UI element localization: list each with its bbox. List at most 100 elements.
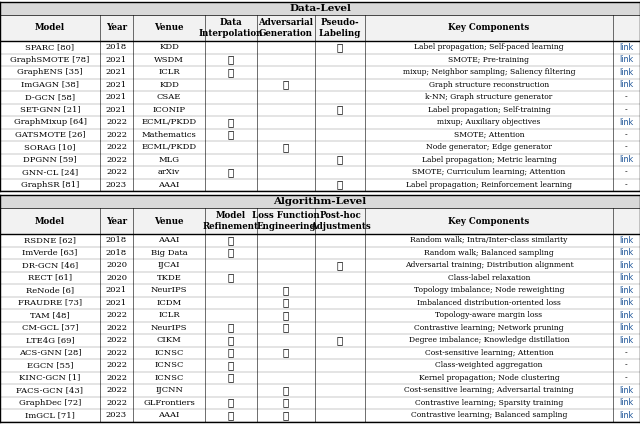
Text: Label propagation; Metric learning: Label propagation; Metric learning [422, 156, 556, 164]
Text: Label propagation; Self-training: Label propagation; Self-training [428, 106, 550, 114]
Bar [0, 271, 640, 284]
Text: CIKM: CIKM [157, 336, 181, 344]
Text: ✓: ✓ [228, 68, 234, 77]
Text: GraphSR [81]: GraphSR [81] [21, 181, 79, 189]
Text: ✓: ✓ [228, 273, 234, 282]
Text: ✓: ✓ [228, 130, 234, 139]
Text: Post-hoc
Adjustments: Post-hoc Adjustments [310, 211, 371, 231]
Text: ICNSC: ICNSC [154, 374, 184, 382]
Text: link: link [620, 398, 634, 407]
Text: NeurIPS: NeurIPS [151, 324, 188, 332]
Text: 2022: 2022 [106, 143, 127, 151]
Text: ECML/PKDD: ECML/PKDD [141, 118, 196, 126]
Text: ReNode [6]: ReNode [6] [26, 286, 74, 294]
Text: link: link [620, 155, 634, 164]
Text: Algorithm-Level: Algorithm-Level [273, 197, 367, 206]
Text: ImGCL [71]: ImGCL [71] [25, 411, 75, 419]
Text: Degree imbalance; Knowledge distillation: Degree imbalance; Knowledge distillation [409, 336, 570, 344]
Text: link: link [620, 298, 634, 307]
Text: link: link [620, 411, 634, 420]
Text: Node generator; Edge generator: Node generator; Edge generator [426, 143, 552, 151]
Text: ✓: ✓ [228, 55, 234, 64]
Text: -: - [625, 143, 628, 151]
Bar [0, 259, 640, 271]
Text: Label propagation; Reinforcement learning: Label propagation; Reinforcement learnin… [406, 181, 572, 189]
Text: DR-GCN [46]: DR-GCN [46] [22, 261, 78, 269]
Text: ICLR: ICLR [158, 68, 180, 76]
Bar [0, 347, 640, 359]
Text: GraphDec [72]: GraphDec [72] [19, 399, 81, 407]
Text: mixup; Neighbor sampling; Saliency filtering: mixup; Neighbor sampling; Saliency filte… [403, 68, 575, 76]
Text: NeurIPS: NeurIPS [151, 286, 188, 294]
Text: Venue: Venue [154, 217, 184, 226]
Text: Adversarial
Generation: Adversarial Generation [259, 18, 314, 38]
Text: ✓: ✓ [283, 80, 289, 89]
Bar [0, 384, 640, 396]
Text: link: link [620, 323, 634, 332]
Text: link: link [620, 80, 634, 89]
Text: Pseudo-
Labeling: Pseudo- Labeling [319, 18, 361, 38]
Bar [0, 409, 640, 421]
Text: Loss Function
Engineering: Loss Function Engineering [252, 211, 320, 231]
Text: ✓: ✓ [283, 386, 289, 395]
Text: Model: Model [35, 24, 65, 32]
Text: link: link [620, 336, 634, 345]
Text: 2022: 2022 [106, 324, 127, 332]
Text: AAAI: AAAI [158, 411, 180, 419]
Text: Class-label relaxation: Class-label relaxation [448, 274, 531, 282]
Text: -: - [625, 374, 628, 382]
Text: Cost-sensitive learning; Attention: Cost-sensitive learning; Attention [424, 349, 554, 357]
Text: link: link [620, 286, 634, 295]
Text: 2021: 2021 [106, 93, 127, 101]
Text: ✓: ✓ [228, 168, 234, 177]
Text: 2022: 2022 [106, 168, 127, 176]
Text: SMOTE; Pre-training: SMOTE; Pre-training [449, 56, 529, 64]
Text: GNN-CL [24]: GNN-CL [24] [22, 168, 78, 176]
Text: arXiv: arXiv [158, 168, 180, 176]
Text: ✓: ✓ [337, 43, 343, 52]
Text: FRAUDRE [73]: FRAUDRE [73] [18, 299, 82, 307]
Text: Big Data: Big Data [150, 249, 188, 257]
Text: link: link [620, 43, 634, 52]
Text: ImGAGN [38]: ImGAGN [38] [21, 81, 79, 89]
Text: Key Components: Key Components [449, 217, 530, 226]
Text: GLFrontiers: GLFrontiers [143, 399, 195, 407]
Bar [0, 15, 640, 41]
Text: 2023: 2023 [106, 181, 127, 189]
Bar [0, 178, 640, 191]
Text: Topology-aware margin loss: Topology-aware margin loss [435, 311, 543, 319]
Bar [0, 359, 640, 372]
Text: Contrastive learning; Sparsity training: Contrastive learning; Sparsity training [415, 399, 563, 407]
Text: CM-GCL [37]: CM-GCL [37] [22, 324, 78, 332]
Text: IJCAI: IJCAI [157, 261, 180, 269]
Text: ✓: ✓ [337, 155, 343, 164]
Text: GraphENS [35]: GraphENS [35] [17, 68, 83, 76]
Text: Key Components: Key Components [449, 24, 530, 32]
Text: Cost-sensitive learning; Adversarial training: Cost-sensitive learning; Adversarial tra… [404, 386, 573, 394]
Bar [0, 116, 640, 129]
Text: 2022: 2022 [106, 386, 127, 394]
Text: GATSMOTE [26]: GATSMOTE [26] [15, 131, 85, 139]
Bar [0, 104, 640, 116]
Text: link: link [620, 248, 634, 257]
Text: -: - [625, 106, 628, 114]
Text: 2020: 2020 [106, 261, 127, 269]
Text: Data-Level: Data-Level [289, 4, 351, 13]
Text: KDD: KDD [159, 43, 179, 51]
Text: 2020: 2020 [106, 274, 127, 282]
Text: RECT [61]: RECT [61] [28, 274, 72, 282]
Bar [0, 195, 640, 208]
Text: ✓: ✓ [228, 361, 234, 370]
Text: 2021: 2021 [106, 106, 127, 114]
Text: MLG: MLG [159, 156, 179, 164]
Text: Adversarial training; Distribution alignment: Adversarial training; Distribution align… [404, 261, 573, 269]
Text: ✓: ✓ [337, 336, 343, 345]
Text: link: link [620, 261, 634, 270]
Text: ICNSC: ICNSC [154, 361, 184, 369]
Text: TAM [48]: TAM [48] [30, 311, 70, 319]
Text: 2021: 2021 [106, 56, 127, 64]
Text: 2022: 2022 [106, 156, 127, 164]
Text: ✓: ✓ [337, 180, 343, 189]
Text: 2022: 2022 [106, 399, 127, 407]
Text: ✓: ✓ [228, 323, 234, 332]
